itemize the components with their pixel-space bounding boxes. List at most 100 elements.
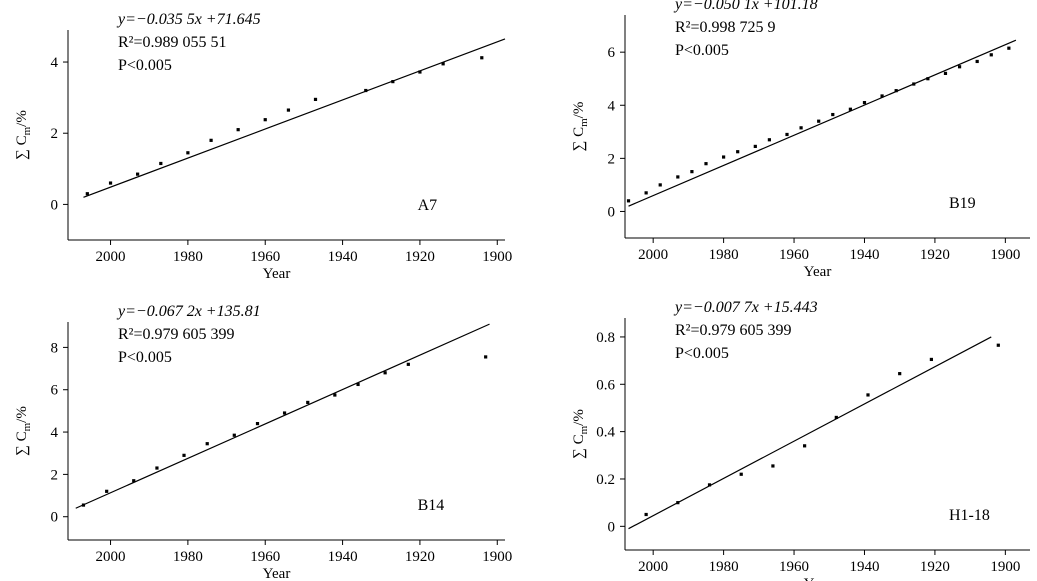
x-tick-label: 1940 <box>849 559 879 575</box>
data-point <box>313 97 318 102</box>
data-point <box>771 464 775 468</box>
data-point <box>926 77 930 81</box>
data-point <box>282 411 287 415</box>
x-tick-label: 1980 <box>709 247 739 263</box>
x-tick-label: 1920 <box>920 247 950 263</box>
data-point <box>996 343 1000 347</box>
data-point <box>159 161 163 166</box>
r-squared: R²=0.998 725 9 <box>675 19 776 36</box>
y-axis-suffix: /% <box>571 102 587 119</box>
x-tick-label: 2000 <box>638 559 668 575</box>
data-point <box>834 415 838 420</box>
equation: y=−0.007 7x +15.443 <box>673 299 818 316</box>
data-point <box>105 489 109 493</box>
p-value: P<0.005 <box>118 349 172 366</box>
y-tick-label: 0.8 <box>596 330 615 346</box>
y-axis-symbol: ∑ C <box>14 431 30 455</box>
equation: y=−0.067 2x +135.81 <box>116 303 261 320</box>
y-axis-suffix: /% <box>571 409 587 426</box>
data-point <box>132 479 136 483</box>
data-point <box>286 108 291 112</box>
data-point <box>704 162 708 166</box>
y-axis-suffix: /% <box>14 406 30 423</box>
data-point <box>81 503 86 507</box>
data-point <box>894 89 898 93</box>
x-tick-label: 1960 <box>250 249 280 265</box>
y-tick-label: 0.2 <box>596 472 615 488</box>
y-tick-label: 0.4 <box>596 425 615 441</box>
x-tick-label: 1920 <box>405 549 435 565</box>
data-point <box>898 372 902 376</box>
x-tick-label: 1900 <box>990 559 1020 575</box>
y-tick-label: 0 <box>608 519 616 535</box>
y-tick-label: 0.6 <box>596 377 615 393</box>
x-tick-label: 1960 <box>250 549 280 565</box>
fit-line <box>628 336 992 530</box>
r-squared: R²=0.989 055 51 <box>118 34 227 51</box>
x-axis-title: Year <box>263 266 291 282</box>
x-tick-label: 2000 <box>96 549 126 565</box>
y-tick-label: 4 <box>51 55 59 71</box>
y-axis-title: ∑ Cm/% <box>14 110 33 160</box>
y-axis-sub: m <box>578 425 590 434</box>
data-point <box>406 362 410 366</box>
x-tick-label: 1920 <box>405 249 435 265</box>
r-squared: R²=0.979 605 399 <box>118 326 235 343</box>
data-point <box>480 56 484 60</box>
p-value: P<0.005 <box>675 345 729 362</box>
y-axis-symbol: ∑ C <box>571 127 587 151</box>
data-point <box>364 88 368 93</box>
data-point <box>441 62 445 66</box>
data-point <box>306 400 310 405</box>
y-axis-symbol: ∑ C <box>571 434 587 458</box>
y-tick-label: 4 <box>51 425 59 441</box>
data-point <box>989 53 993 57</box>
y-axis-title: ∑ Cm/% <box>571 409 590 459</box>
data-point <box>85 192 89 196</box>
y-tick-label: 0 <box>51 197 59 213</box>
data-point <box>232 433 236 437</box>
data-point <box>626 199 631 203</box>
data-point <box>676 175 680 179</box>
data-point <box>722 155 726 159</box>
x-axis-title: Year <box>263 566 291 581</box>
p-value: P<0.005 <box>675 42 729 59</box>
panel-label: B14 <box>418 497 445 514</box>
data-point <box>975 59 979 64</box>
x-tick-label: 1980 <box>173 549 203 565</box>
panel-label: A7 <box>418 197 438 214</box>
data-point <box>943 71 948 76</box>
data-point <box>767 138 771 142</box>
data-point <box>205 442 209 446</box>
data-point <box>108 181 113 185</box>
data-point <box>186 151 190 155</box>
data-point <box>383 371 387 375</box>
equation: y=−0.050 1x +101.18 <box>673 0 818 13</box>
r-squared: R²=0.979 605 399 <box>675 322 792 339</box>
x-tick-label: 1960 <box>779 247 809 263</box>
data-point <box>155 466 159 470</box>
data-point <box>866 393 870 397</box>
y-axis-suffix: /% <box>14 110 30 127</box>
y-tick-label: 2 <box>51 467 59 483</box>
data-point <box>209 138 213 142</box>
data-point <box>658 183 662 187</box>
fit-line <box>628 39 1017 207</box>
x-tick-label: 1980 <box>709 559 739 575</box>
data-point <box>753 144 757 149</box>
data-point <box>418 70 422 74</box>
data-point <box>182 453 186 457</box>
data-point <box>848 107 852 111</box>
x-tick-label: 1980 <box>173 249 203 265</box>
x-tick-label: 2000 <box>638 247 668 263</box>
data-point <box>333 393 337 397</box>
x-tick-label: 1940 <box>849 247 879 263</box>
y-axis-title: ∑ Cm/% <box>14 406 33 456</box>
y-axis-title: ∑ Cm/% <box>571 102 590 152</box>
data-point <box>391 80 395 84</box>
data-point <box>799 126 803 130</box>
equation: y=−0.035 5x +71.645 <box>116 11 261 28</box>
data-point <box>136 172 140 176</box>
x-tick-label: 1900 <box>482 249 512 265</box>
